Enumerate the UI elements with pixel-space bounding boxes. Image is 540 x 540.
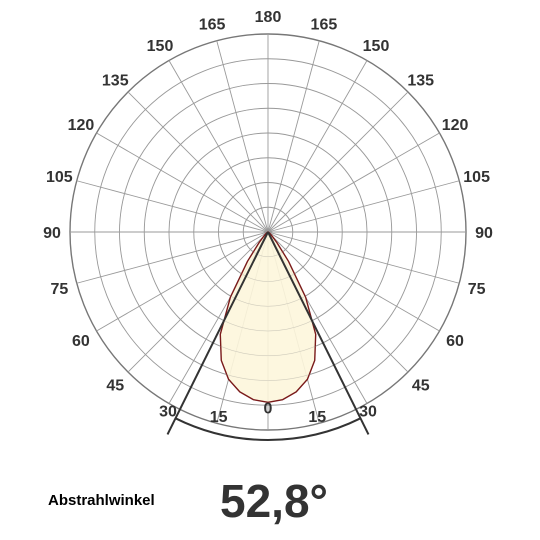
grid-ring-overlay [94, 58, 442, 406]
beam-angle-value: 52,8° [220, 475, 328, 527]
angle-tick-label-90-right: 90 [475, 225, 493, 242]
angle-tick-label-75-right: 75 [468, 281, 486, 298]
angle-tick-label-150-right: 150 [363, 38, 390, 55]
angle-tick-label-165-left: 165 [199, 16, 226, 33]
angle-tick-label-135-right: 135 [407, 72, 434, 89]
grid-spoke [267, 231, 440, 332]
grid-spoke [216, 40, 269, 233]
grid-spoke [267, 132, 440, 233]
angle-tick-label-30-right: 30 [359, 404, 377, 421]
angle-tick-label-105-left: 105 [46, 169, 73, 186]
beam-angle-arc [175, 417, 361, 441]
angle-tick-label-45-left: 45 [106, 378, 124, 395]
beam-line-left [166, 231, 269, 435]
grid-spoke [127, 91, 269, 233]
grid-spoke [96, 231, 269, 332]
angle-tick-label-150-left: 150 [147, 38, 174, 55]
grid-spoke [127, 231, 269, 373]
angle-tick-label-60-right: 60 [446, 333, 464, 350]
angle-tick-label-75-left: 75 [50, 281, 68, 298]
beam-angle-caption: Abstrahlwinkel [48, 492, 155, 509]
grid-spoke [267, 91, 409, 233]
angle-tick-label-105-right: 105 [463, 169, 490, 186]
grid-ring-overlay [243, 207, 293, 257]
grid-spoke [267, 40, 320, 233]
grid-ring-overlay [193, 157, 343, 307]
angle-tick-label-30-left: 30 [159, 404, 177, 421]
grid-spoke [76, 231, 269, 284]
grid-spoke [168, 60, 269, 233]
grid-spoke [267, 60, 368, 233]
grid-spoke [267, 231, 409, 373]
angle-tick-label-120-left: 120 [68, 117, 95, 134]
beam-angle-layer [166, 231, 370, 441]
angle-tick-label-120-right: 120 [442, 117, 469, 134]
beam-line-right [267, 231, 370, 435]
grid-spoke [96, 132, 269, 233]
grid-spoke [267, 180, 460, 233]
grid-ring-overlay [144, 108, 392, 356]
grid-ring-overlay [168, 132, 368, 332]
angle-tick-label-180-right: 180 [255, 9, 282, 26]
distribution-layer [94, 58, 442, 406]
angle-tick-label-15-left: 15 [210, 409, 228, 426]
angle-tick-label-45-right: 45 [412, 378, 430, 395]
angle-tick-label-60-left: 60 [72, 333, 90, 350]
grid-ring-overlay [119, 83, 417, 381]
angle-tick-labels: 0 15 15 30 30 45 45 60 60 75 75 90 90 105 105 120 120 135… [43, 9, 493, 426]
angle-tick-label-135-left: 135 [102, 72, 129, 89]
grid-spoke [267, 231, 460, 284]
angle-tick-label-0-right: 0 [264, 400, 273, 417]
grid-ring-overlay [218, 182, 318, 282]
angle-tick-label-90-left: 90 [43, 225, 61, 242]
angle-tick-label-165-right: 165 [311, 16, 338, 33]
grid-spoke [76, 180, 269, 233]
angle-tick-label-15-right: 15 [308, 409, 326, 426]
